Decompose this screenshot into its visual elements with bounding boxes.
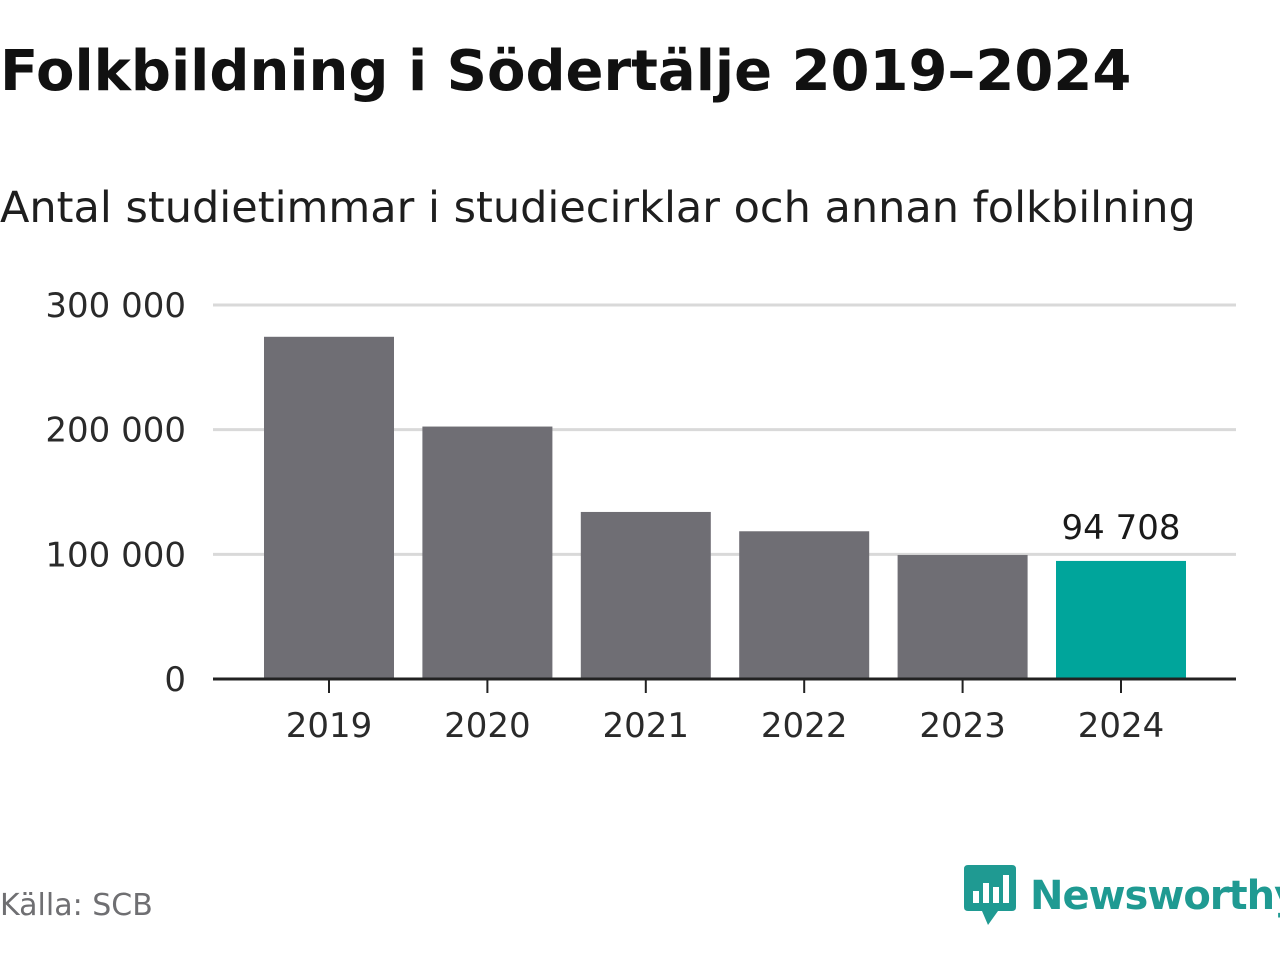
- data-label: 94 708: [1062, 508, 1181, 548]
- x-axis-tick-labels: 2019 2020 2021 2022 2023 2024: [286, 706, 1165, 746]
- brand-name: Newsworthy: [1030, 873, 1280, 919]
- bar-2019: [264, 336, 394, 679]
- x-tick-label: 2024: [1078, 706, 1165, 746]
- newsworthy-logo-icon: [964, 865, 1016, 925]
- y-tick-label: 100 000: [45, 535, 186, 575]
- data-labels: 94 708: [1062, 508, 1181, 548]
- y-tick-label: 300 000: [45, 286, 186, 326]
- bar-2020: [422, 426, 553, 679]
- source-note: Källa: SCB: [0, 888, 153, 923]
- bar-2022: [739, 531, 870, 679]
- bar-2024: [1056, 560, 1186, 679]
- chart-subtitle: Antal studietimmar i studiecirklar och a…: [0, 183, 1196, 233]
- y-axis-tick-labels: 0 100 000 200 000 300 000: [45, 286, 186, 700]
- y-tick-label: 200 000: [45, 411, 186, 451]
- x-tick-label: 2022: [761, 706, 848, 746]
- bar-2023: [897, 554, 1028, 679]
- chart-title: Folkbildning i Södertälje 2019–2024: [0, 39, 1132, 104]
- x-axis: [213, 677, 1236, 693]
- brand-logo: Newsworthy: [964, 864, 1280, 928]
- bar-2021: [580, 511, 711, 679]
- x-tick-label: 2023: [919, 706, 1006, 746]
- bars: [264, 336, 1186, 679]
- x-tick-label: 2021: [603, 706, 690, 746]
- y-tick-label: 0: [164, 660, 186, 700]
- x-tick-label: 2019: [286, 706, 373, 746]
- x-tick-label: 2020: [444, 706, 531, 746]
